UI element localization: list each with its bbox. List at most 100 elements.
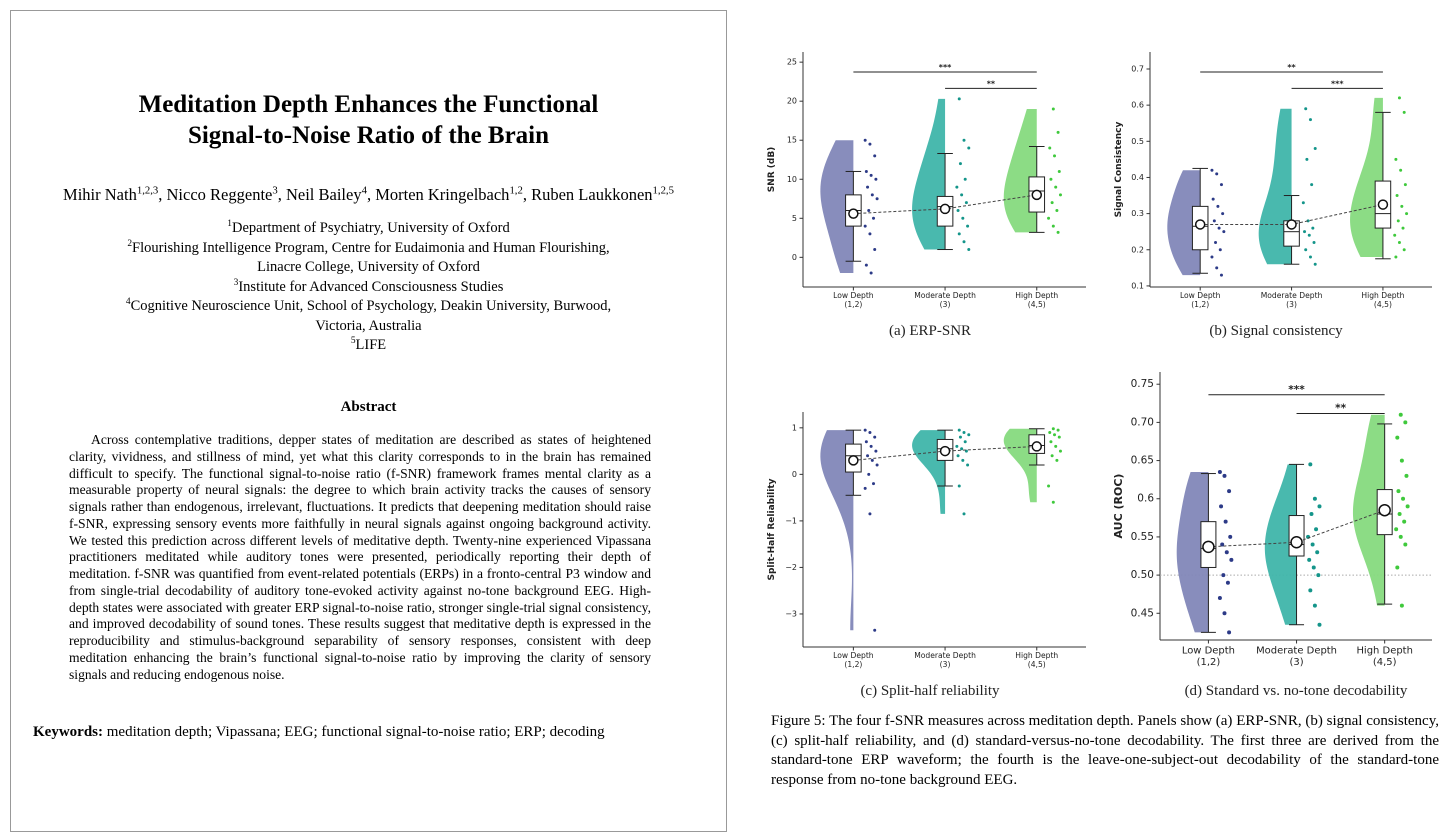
data-point: [1395, 565, 1400, 570]
data-point: [1397, 241, 1401, 245]
data-point: [872, 482, 876, 486]
data-point: [1398, 412, 1403, 417]
data-point: [958, 435, 962, 439]
data-point: [966, 463, 970, 467]
data-point: [1312, 241, 1316, 245]
data-point: [1048, 146, 1052, 150]
data-point: [1228, 534, 1233, 539]
data-point: [1218, 248, 1222, 252]
y-tick-label: 0.55: [1131, 531, 1154, 543]
data-point: [1055, 458, 1059, 462]
data-point: [1055, 208, 1059, 212]
y-axis-label: Signal Consistency: [1114, 122, 1124, 218]
y-tick-label: 0: [792, 253, 797, 262]
data-point: [963, 440, 967, 444]
x-tick-sublabel: (1,2): [1197, 657, 1221, 668]
data-point: [1211, 197, 1215, 201]
data-point: [1049, 440, 1053, 444]
data-point: [863, 486, 867, 490]
affiliation: 1Department of Psychiatry, University of…: [111, 219, 626, 239]
violin: [1352, 414, 1385, 606]
affiliation: 3Institute for Advanced Consciousness St…: [111, 278, 626, 298]
x-tick-sublabel: (3): [1289, 657, 1303, 668]
mean-line: [1208, 509, 1385, 548]
violin: [820, 140, 854, 273]
x-tick-sublabel: (4,5): [1374, 300, 1392, 309]
y-tick-label: 25: [787, 58, 797, 67]
x-tick-label: Low Depth: [1180, 291, 1221, 300]
violin: [1350, 97, 1383, 257]
author-affil: 3: [272, 184, 278, 197]
data-point: [864, 263, 868, 267]
affil-text: Flourishing Intelligence Program, Centre…: [132, 239, 610, 276]
data-point: [1058, 449, 1062, 453]
x-tick-sublabel: (4,5): [1373, 657, 1397, 668]
y-tick-label: 0.5: [1131, 137, 1144, 146]
mean-marker: [848, 208, 859, 219]
data-point: [1220, 542, 1225, 547]
data-point: [1210, 168, 1214, 172]
data-point: [1058, 193, 1062, 197]
data-point: [869, 444, 873, 448]
data-point: [1227, 489, 1232, 494]
data-point: [1308, 588, 1313, 593]
subcaption: (d) Standard vs. no-tone decodability: [1185, 683, 1408, 699]
x-tick-label: Low Depth: [833, 651, 874, 660]
data-point: [1395, 194, 1399, 198]
data-point: [957, 232, 961, 236]
x-tick-sublabel: (3): [1286, 300, 1297, 309]
data-point: [1222, 473, 1227, 478]
data-point: [1301, 201, 1305, 205]
data-point: [1310, 542, 1315, 547]
data-point: [874, 177, 878, 181]
separator: ,: [522, 185, 532, 204]
data-point: [1311, 565, 1316, 570]
data-point: [867, 472, 871, 476]
data-point: [1311, 226, 1315, 230]
box: [1288, 515, 1305, 557]
x-tick-label: High Depth: [1015, 651, 1058, 660]
data-point: [1404, 473, 1409, 478]
data-point: [1223, 519, 1228, 524]
author-affil: 1,2: [509, 184, 523, 197]
data-point: [1309, 512, 1314, 517]
data-point: [1405, 504, 1410, 509]
data-point: [956, 454, 960, 458]
mean-marker: [1194, 219, 1206, 230]
data-point: [1399, 458, 1404, 463]
data-point: [1057, 169, 1061, 173]
significance-label: **: [1335, 403, 1346, 415]
y-tick-label: 0.6: [1131, 101, 1144, 110]
data-point: [1051, 500, 1055, 504]
x-tick-label: Moderate Depth: [914, 651, 976, 660]
mean-marker: [1286, 219, 1297, 230]
y-tick-label: 0.50: [1131, 569, 1154, 581]
data-point: [1317, 622, 1322, 627]
keywords: Keywords: meditation depth; Vipassana; E…: [33, 724, 605, 741]
data-point: [873, 154, 877, 158]
affil-text: Department of Psychiatry, University of …: [231, 220, 510, 236]
y-tick-label: 0.3: [1131, 209, 1144, 218]
data-point: [870, 193, 874, 197]
y-tick-label: 0.4: [1131, 173, 1144, 182]
affil-text: Cognitive Neuroscience Unit, School of P…: [130, 298, 612, 334]
data-point: [1402, 248, 1406, 252]
x-tick-label: High Depth: [1361, 291, 1404, 300]
y-tick-label: 0.75: [1131, 378, 1154, 390]
data-point: [1047, 484, 1051, 488]
significance-label: ***: [1331, 79, 1344, 88]
keywords-label: Keywords:: [33, 724, 103, 740]
subcaption: (a) ERP-SNR: [889, 323, 971, 339]
data-point: [1219, 183, 1223, 187]
data-point: [1229, 557, 1234, 562]
author-affil: 4: [361, 184, 367, 197]
violin: [1176, 472, 1209, 633]
data-point: [1395, 435, 1400, 440]
significance-label: **: [1287, 63, 1296, 72]
x-tick-sublabel: (4,5): [1028, 660, 1046, 669]
data-point: [1403, 183, 1407, 187]
data-point: [1399, 603, 1404, 608]
data-point: [1312, 603, 1317, 608]
y-tick-label: 15: [787, 136, 797, 145]
